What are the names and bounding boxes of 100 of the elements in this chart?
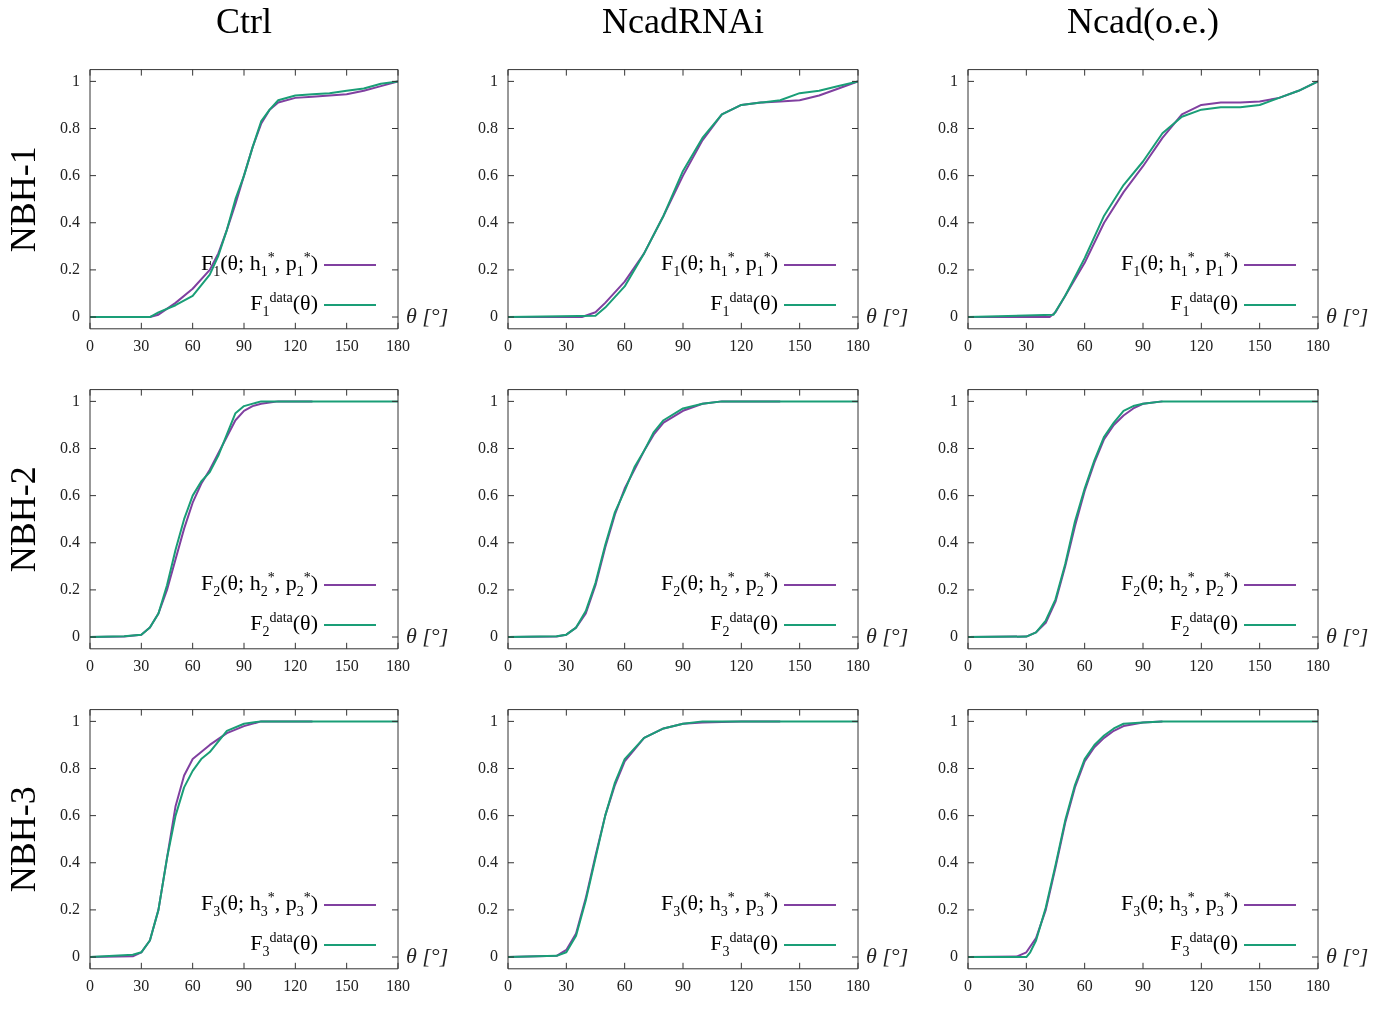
x-tick-label: 180	[1306, 336, 1330, 354]
y-tick-label: 0.8	[60, 438, 80, 456]
y-tick-label: 0.6	[60, 165, 80, 183]
y-tick-label: 0.2	[478, 900, 498, 918]
y-tick-label: 0.4	[938, 852, 958, 870]
x-tick-label: 90	[236, 976, 252, 994]
x-tick-label: 180	[1306, 976, 1330, 994]
x-tick-label: 120	[1189, 976, 1214, 994]
x-tick-label: 150	[787, 976, 812, 994]
x-tick-label: 120	[729, 336, 754, 354]
x-tick-label: 30	[1018, 976, 1035, 994]
x-tick-label: 180	[846, 976, 870, 994]
y-tick-label: 0.8	[478, 438, 498, 456]
x-tick-label: 60	[184, 656, 201, 674]
y-tick-label: 0.8	[60, 758, 80, 776]
x-tick-label: 60	[1076, 656, 1093, 674]
x-tick-label: 150	[334, 976, 359, 994]
y-tick-label: 0	[490, 947, 498, 965]
y-tick-label: 0.4	[478, 852, 498, 870]
x-tick-label: 180	[386, 656, 410, 674]
y-tick-label: 0	[490, 307, 498, 325]
x-tick-label: 30	[133, 336, 150, 354]
x-tick-label: 180	[386, 976, 410, 994]
x-axis-title: θ [°]	[1326, 622, 1369, 648]
legend-label: F$_{1}$$^{data}$(θ)	[250, 289, 318, 321]
x-axis-title: θ [°]	[1326, 942, 1369, 968]
x-tick-label: 30	[1018, 336, 1035, 354]
text: F$_{2}$(θ; h$_{2}$$^{*}$, p$_{2}$$^{*}$)	[1120, 570, 1238, 600]
x-tick-label: 150	[787, 336, 812, 354]
y-axis-title: NBH-3	[2, 785, 44, 895]
x-tick-label: 0	[504, 336, 512, 354]
x-tick-label: 180	[846, 336, 870, 354]
y-tick-label: 1	[490, 71, 498, 89]
y-tick-label: 0.6	[478, 485, 498, 503]
x-axis-title: θ [°]	[1326, 302, 1369, 328]
x-tick-label: 90	[1135, 976, 1151, 994]
x-tick-label: 60	[616, 656, 633, 674]
x-tick-label: 120	[283, 976, 308, 994]
x-tick-label: 0	[504, 976, 512, 994]
legend-label: F$_{3}$$^{data}$(θ)	[250, 929, 318, 961]
x-tick-label: 120	[729, 656, 754, 674]
legend-label: F$_{2}$$^{data}$(θ)	[1170, 609, 1238, 641]
x-tick-label: 60	[616, 336, 633, 354]
x-axis-title: θ [°]	[406, 622, 449, 648]
y-tick-label: 0.2	[478, 580, 498, 598]
y-tick-label: 0.6	[60, 485, 80, 503]
text: F$_{1}$(θ; h$_{1}$$^{*}$, p$_{1}$$^{*}$)	[200, 250, 318, 280]
x-tick-label: 120	[1189, 336, 1214, 354]
x-tick-label: 30	[133, 976, 150, 994]
x-tick-label: 0	[86, 336, 94, 354]
y-tick-label: 0	[72, 307, 80, 325]
y-tick-label: 0.4	[60, 532, 80, 550]
x-tick-label: 60	[1076, 976, 1093, 994]
legend-label: F$_{3}$$^{data}$(θ)	[1170, 929, 1238, 961]
y-tick-label: 0	[950, 307, 958, 325]
chart-title: Ncad(o.e.)	[1066, 0, 1220, 42]
text: F$_{3}$(θ; h$_{3}$$^{*}$, p$_{3}$$^{*}$)	[1120, 890, 1238, 920]
x-axis-title: θ [°]	[866, 622, 909, 648]
text: F$_{3}$(θ; h$_{3}$$^{*}$, p$_{3}$$^{*}$)	[200, 890, 318, 920]
x-tick-label: 90	[236, 336, 252, 354]
y-tick-label: 0.6	[478, 805, 498, 823]
y-tick-label: 0.2	[938, 260, 958, 278]
x-tick-label: 180	[1306, 656, 1330, 674]
legend-label: F$_{2}$$^{data}$(θ)	[710, 609, 778, 641]
y-axis-title: NBH-2	[2, 465, 44, 575]
y-tick-label: 1	[950, 71, 958, 89]
legend-label: F$_{1}$$^{data}$(θ)	[1170, 289, 1238, 321]
x-tick-label: 150	[334, 656, 359, 674]
y-tick-label: 0	[950, 627, 958, 645]
x-tick-label: 180	[846, 656, 870, 674]
x-tick-label: 60	[184, 336, 201, 354]
x-tick-label: 0	[86, 976, 94, 994]
x-tick-label: 90	[675, 336, 691, 354]
y-tick-label: 0.8	[938, 758, 958, 776]
y-tick-label: 0.6	[938, 485, 958, 503]
x-tick-label: 120	[1189, 656, 1214, 674]
x-tick-label: 90	[675, 656, 691, 674]
x-tick-label: 150	[1247, 336, 1272, 354]
x-tick-label: 60	[184, 976, 201, 994]
y-tick-label: 0	[72, 627, 80, 645]
text: F$_{2}$(θ; h$_{2}$$^{*}$, p$_{2}$$^{*}$)	[200, 570, 318, 600]
y-tick-label: 0	[950, 947, 958, 965]
y-tick-label: 1	[72, 711, 80, 729]
y-tick-label: 1	[950, 391, 958, 409]
text: F$_{3}$(θ; h$_{3}$$^{*}$, p$_{3}$$^{*}$)	[660, 890, 778, 920]
x-axis-title: θ [°]	[866, 302, 909, 328]
y-tick-label: 1	[72, 71, 80, 89]
legend-label: F$_{2}$$^{data}$(θ)	[250, 609, 318, 641]
y-tick-label: 1	[950, 711, 958, 729]
y-tick-label: 0.2	[60, 900, 80, 918]
x-axis-title: θ [°]	[406, 302, 449, 328]
y-axis-title: NBH-1	[2, 145, 44, 255]
x-axis-title: θ [°]	[866, 942, 909, 968]
x-tick-label: 0	[964, 976, 972, 994]
x-tick-label: 90	[236, 656, 252, 674]
y-tick-label: 0	[490, 627, 498, 645]
y-tick-label: 0.2	[478, 260, 498, 278]
x-tick-label: 120	[283, 656, 308, 674]
x-tick-label: 150	[787, 656, 812, 674]
x-tick-label: 60	[616, 976, 633, 994]
